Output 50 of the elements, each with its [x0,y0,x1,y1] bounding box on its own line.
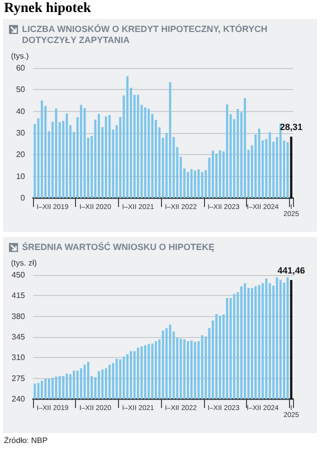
bar [268,132,271,198]
y-tick-label: 275 [12,374,26,383]
y-tick-label: 450 [12,270,26,280]
bar [236,108,239,198]
bar [169,82,172,198]
bar [286,142,289,198]
bar [148,108,150,198]
chart-subtitle: LICZBA WNIOSKÓW O KREDYT HIPOTECZNY, KTÓRYCH DOTYCZYŁY ZAPYTANIA [22,24,268,46]
data-label: 441,46 [277,266,305,276]
bar [290,136,292,198]
text: Źródło: NBP [3,435,49,445]
y-tick-label: 40 [16,106,26,116]
y-tick-label: 20 [16,150,26,160]
bar [80,104,82,198]
chart-title: ŚREDNIA WARTOŚĆ WNIOSKU O HIPOTEKĘ [22,242,215,253]
y-axis-title: (tys. zł) [11,258,38,268]
bar [98,114,100,198]
chart-title: Rynek hipotek [3,0,92,18]
bar [66,114,68,198]
y-tick-label: 310 [12,353,26,362]
y-tick-label: 380 [12,312,26,321]
bar [40,100,44,198]
bar [190,169,193,198]
y-tick-label: 240 [12,394,26,404]
bar [198,169,200,198]
bar [201,172,204,198]
bar [258,128,260,198]
y-axis-title: (tys.) [11,52,30,60]
bar [84,108,86,198]
y-tick-label: 50 [16,85,26,94]
y-tick-label: 30 [16,128,26,138]
bar [126,76,128,198]
bar [218,150,222,198]
y-tick-label: 60 [16,64,26,72]
bar [244,98,246,198]
bar [136,94,140,198]
y-tick-label: 415 [12,291,26,300]
bar [194,170,196,198]
bar [108,115,111,198]
bar [212,150,214,198]
bar [55,108,58,198]
bar [144,107,146,198]
y-tick-label: 345 [12,332,26,342]
data-label: 28,31 [280,122,302,132]
bar [186,172,190,198]
bar [104,116,108,198]
bar [215,154,218,198]
y-tick-label: 0 [20,194,26,202]
bar [226,104,228,198]
y-tick-label: 10 [16,172,26,181]
